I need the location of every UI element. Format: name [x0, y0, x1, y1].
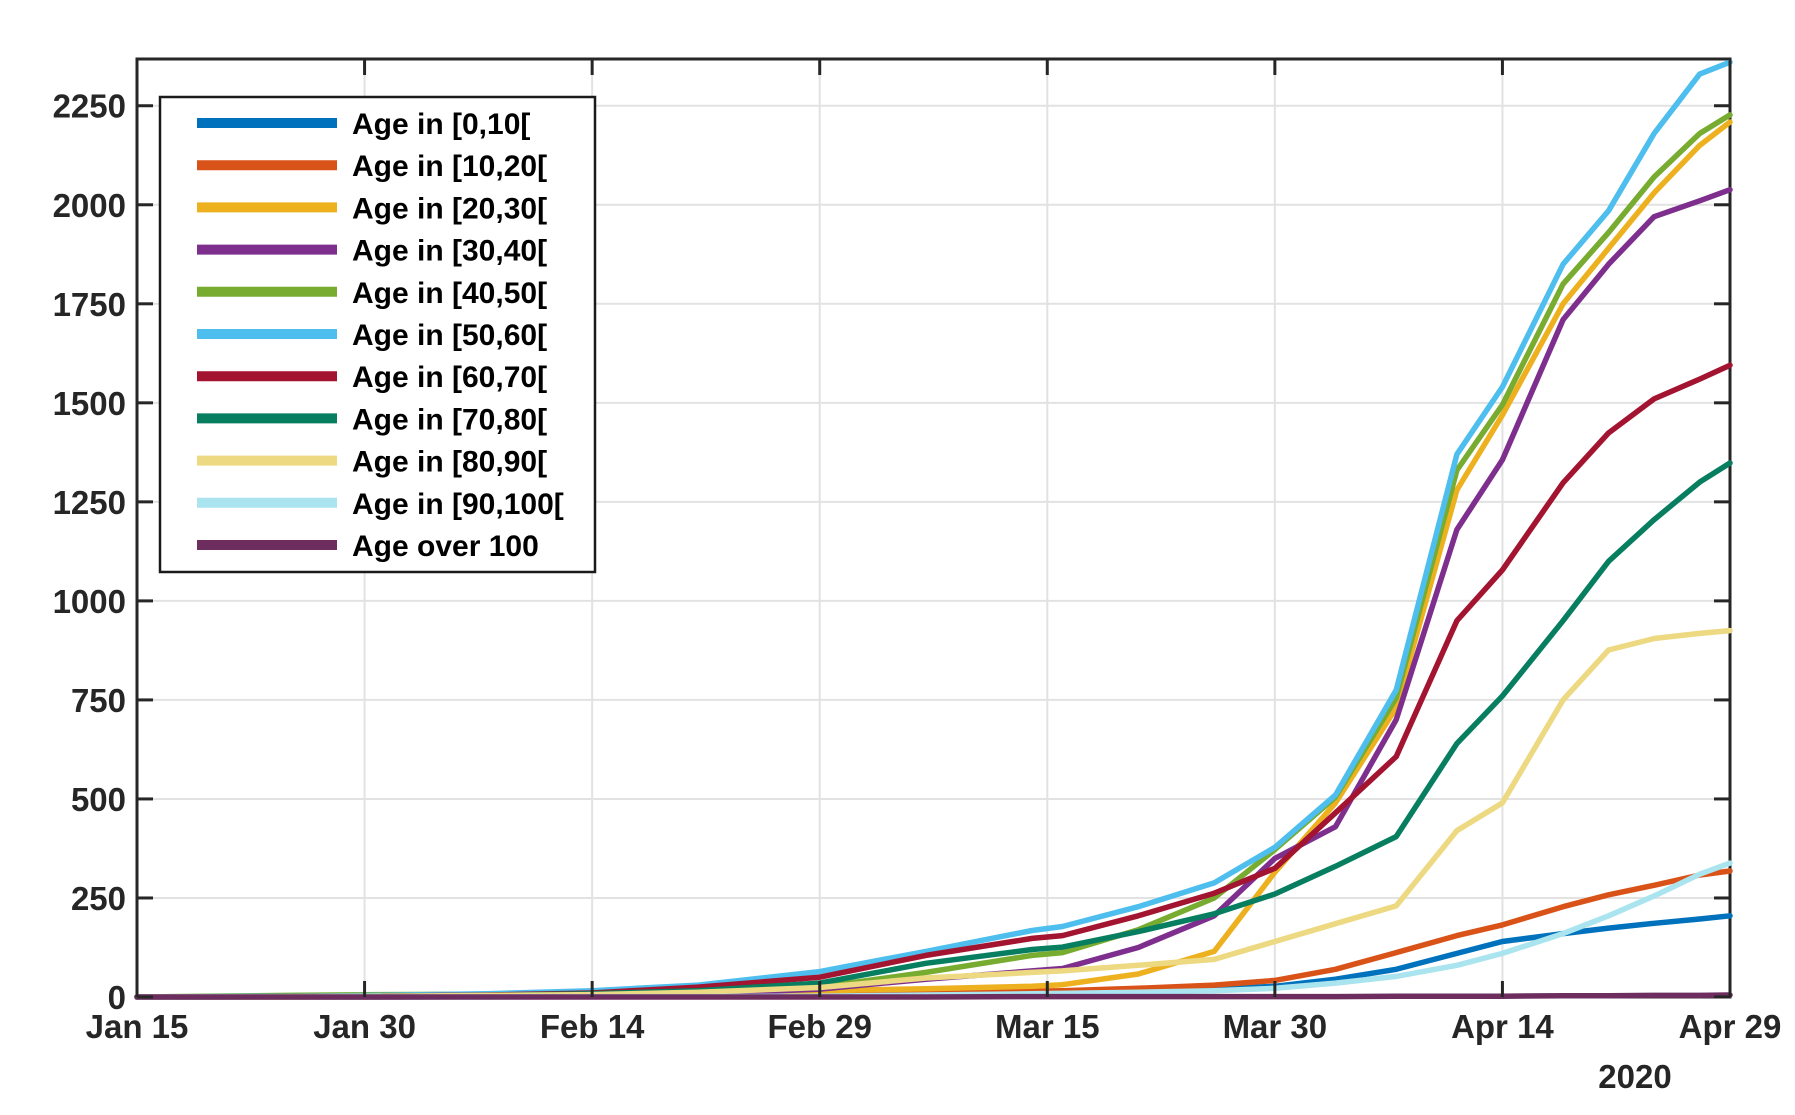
legend: Age in [0,10[ Age in [10,20[ Age in [20,30… — [158, 95, 597, 574]
legend-item-age-in-10-20: Age in [10,20[ — [197, 150, 547, 183]
legend-label-age-in-80-90: Age in [80,90[ — [352, 446, 547, 479]
legend-label-age-in-70-80: Age in [70,80[ — [352, 403, 547, 436]
legend-item-age-in-90-100: Age in [90,100[ — [197, 488, 564, 521]
legend-item-age-in-30-40: Age in [30,40[ — [197, 235, 547, 268]
legend-label-age-over-100: Age over 100 — [352, 530, 539, 563]
legend-label-age-in-0-10: Age in [0,10[ — [352, 108, 530, 141]
legend-box — [158, 95, 597, 574]
legend-item-age-in-50-60: Age in [50,60[ — [197, 319, 547, 352]
legend-label-age-in-40-50: Age in [40,50[ — [352, 277, 547, 310]
legend-item-age-in-40-50: Age in [40,50[ — [197, 277, 547, 310]
x-tick-label-jan-15: Jan 15 — [86, 1008, 189, 1045]
legend-label-age-in-10-20: Age in [10,20[ — [352, 150, 547, 183]
series-line-age-over-100 — [134, 992, 1733, 1000]
legend-item-age-in-80-90: Age in [80,90[ — [197, 446, 547, 479]
y-tick-label-500: 500 — [71, 781, 126, 818]
legend-label-age-in-90-100: Age in [90,100[ — [352, 488, 564, 521]
y-tick-label-2250: 2250 — [53, 88, 126, 125]
legend-item-age-in-20-30: Age in [20,30[ — [197, 192, 547, 225]
legend-label-age-in-30-40: Age in [30,40[ — [352, 235, 547, 268]
legend-label-age-in-60-70: Age in [60,70[ — [352, 361, 547, 394]
y-tick-label-250: 250 — [71, 880, 126, 917]
tick-labels-layer: 0 250 500 750 1000 1250 1500 1750 2000 2250 Jan 15… — [53, 88, 1782, 1045]
y-tick-label-1750: 1750 — [53, 286, 126, 323]
year-label: 2020 — [1598, 1058, 1671, 1095]
x-tick-label-feb-29: Feb 29 — [767, 1008, 872, 1045]
y-tick-label-1250: 1250 — [53, 484, 126, 521]
x-tick-label-jan-30: Jan 30 — [313, 1008, 416, 1045]
x-tick-label-mar-30: Mar 30 — [1223, 1008, 1328, 1045]
series-layer — [134, 59, 1733, 1000]
y-tick-label-2000: 2000 — [53, 187, 126, 224]
legend-label-age-in-20-30: Age in [20,30[ — [352, 192, 547, 225]
y-tick-label-1500: 1500 — [53, 385, 126, 422]
tick-marks-layer — [135, 59, 1732, 999]
y-tick-label-1000: 1000 — [53, 583, 126, 620]
y-tick-label-0: 0 — [108, 979, 126, 1016]
legend-item-age-in-0-10: Age in [0,10[ — [197, 108, 530, 141]
legend-item-age-in-60-70: Age in [60,70[ — [197, 361, 547, 394]
legend-item-age-in-70-80: Age in [70,80[ — [197, 403, 547, 436]
x-tick-label-feb-14: Feb 14 — [540, 1008, 645, 1045]
x-tick-label-apr-29: Apr 29 — [1679, 1008, 1782, 1045]
x-tick-label-apr-14: Apr 14 — [1451, 1008, 1554, 1045]
legend-label-age-in-50-60: Age in [50,60[ — [352, 319, 547, 352]
x-tick-label-mar-15: Mar 15 — [995, 1008, 1100, 1045]
legend-item-age-over-100: Age over 100 — [197, 530, 539, 563]
y-tick-label-750: 750 — [71, 682, 126, 719]
